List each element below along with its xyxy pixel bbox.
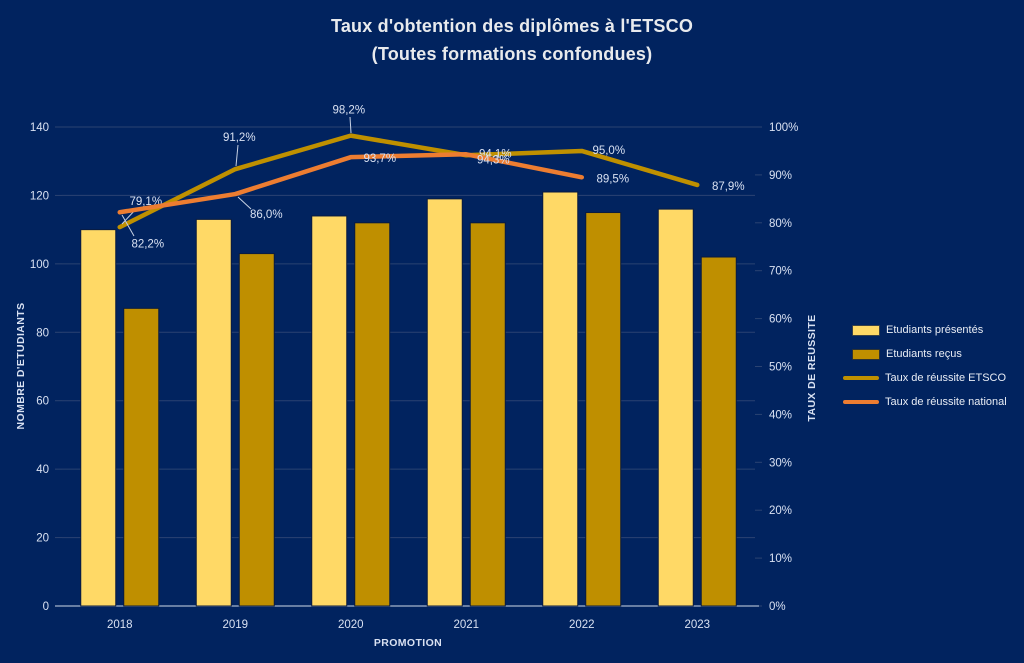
y-axis-tick-label-right: 60% [769, 314, 792, 326]
data-label: 82,2% [131, 238, 164, 250]
y-axis-tick-label-right: 90% [769, 170, 792, 182]
y-axis-tick-label-right: 70% [769, 266, 792, 278]
y-axis-tick-label-right: 100% [769, 122, 798, 134]
bar-recus-2018 [123, 307, 160, 607]
y-axis-tick-label-right: 40% [769, 409, 792, 421]
y-axis-tick-label-left: 40 [36, 464, 49, 476]
y-axis-title-left: NOMBRE D'ETUDIANTS [15, 302, 27, 430]
x-axis-tick-label: 2020 [338, 619, 364, 631]
data-label: 89,5% [596, 173, 629, 185]
data-label-leader [235, 144, 239, 167]
y-axis-tick-label-left: 100 [30, 259, 49, 271]
legend-item-taux-national: Taux de réussite national [843, 390, 1021, 414]
y-axis-tick-label-right: 50% [769, 362, 792, 374]
y-axis-tick-label-left: 60 [36, 396, 49, 408]
x-axis-tick-label: 2018 [107, 619, 133, 631]
bar-recus-2020 [354, 222, 391, 607]
bar-presentes-2022 [542, 191, 579, 607]
legend-label: Taux de réussite ETSCO [885, 372, 1007, 384]
legend-item-etudiants-presentes: Etudiants présentés [843, 318, 1021, 342]
x-axis-title: PROMOTION [373, 637, 443, 649]
x-axis-tick-label: 2021 [453, 619, 479, 631]
y-axis-tick-label-right: 80% [769, 218, 792, 230]
line-taux-national [117, 152, 584, 215]
x-axis-tick-label: 2023 [684, 619, 710, 631]
bar-recus-2023 [700, 256, 737, 607]
chart-legend: Etudiants présentés Etudiants reçus Taux… [843, 318, 1021, 414]
chart-title: Taux d'obtention des diplômes à l'ETSCO [330, 16, 694, 36]
bar-presentes-2021 [426, 198, 463, 607]
chart-subtitle: (Toutes formations confondues) [371, 44, 653, 64]
bar-recus-2022 [585, 212, 622, 607]
bar-recus-2021 [469, 222, 506, 607]
y-axis-tick-label-right: 10% [769, 553, 792, 565]
line-taux-etsco [117, 133, 700, 230]
data-label-leader [121, 214, 135, 237]
y-axis-tick-label-left: 20 [36, 533, 49, 545]
data-label: 86,0% [250, 209, 283, 221]
legend-swatch-line [843, 376, 879, 380]
legend-item-taux-etsco: Taux de réussite ETSCO [843, 366, 1021, 390]
x-axis-tick-label: 2019 [222, 619, 248, 631]
bar-recus-2019 [238, 253, 275, 607]
legend-swatch-line [843, 400, 879, 404]
data-label: 95,0% [592, 145, 625, 157]
y-axis-tick-label-right: 30% [769, 457, 792, 469]
bar-presentes-2023 [657, 208, 694, 607]
bar-presentes-2019 [195, 218, 232, 607]
x-axis-tick-label: 2022 [569, 619, 595, 631]
legend-label: Etudiants présentés [886, 324, 984, 336]
legend-label: Taux de réussite national [885, 396, 1007, 408]
y-axis-tick-label-right: 0% [769, 601, 786, 613]
y-axis-tick-label-left: 120 [30, 190, 49, 202]
bar-presentes-2018 [80, 229, 117, 607]
y-axis-tick-label-left: 140 [30, 122, 49, 134]
data-label-leader [237, 196, 252, 210]
data-label: 98,2% [332, 105, 365, 117]
legend-swatch-bar [852, 324, 880, 336]
legend-swatch-bar [852, 348, 880, 360]
legend-label: Etudiants reçus [886, 348, 962, 360]
legend-item-etudiants-recus: Etudiants reçus [843, 342, 1021, 366]
data-label: 91,2% [223, 132, 256, 144]
data-label-leader [349, 116, 352, 134]
y-axis-tick-label-right: 20% [769, 505, 792, 517]
data-label: 87,9% [712, 181, 745, 193]
data-label: 94,3% [477, 154, 510, 166]
bar-presentes-2020 [311, 215, 348, 607]
data-label: 93,7% [363, 153, 396, 165]
y-axis-title-right: TAUX DE REUSSITE [806, 314, 818, 422]
y-axis-tick-label-left: 80 [36, 327, 49, 339]
y-axis-tick-label-left: 0 [43, 601, 49, 613]
